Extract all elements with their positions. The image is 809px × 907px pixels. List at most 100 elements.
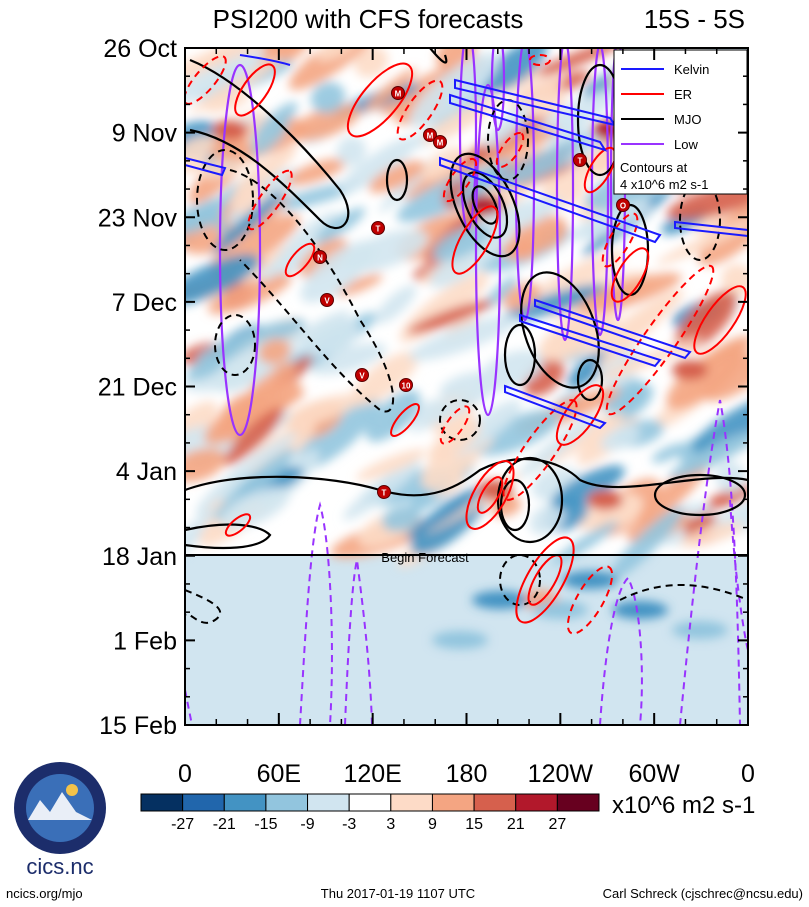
colorbar-swatch [556,793,600,812]
footer-credit: Carl Schreck (cjschrec@ncsu.edu) [603,886,803,901]
colorbar-swatch [473,793,517,812]
low-contour-dashed [344,559,373,725]
anomaly-blob [300,240,376,303]
legend: Kelvin ER MJO Low Contours at 4 x10^6 m2 s-… [613,49,748,195]
mjo-contour-dashed [196,149,254,251]
kelvin-contour [439,156,662,244]
kelvin-contour [504,384,607,430]
svg-text:M: M [437,139,444,148]
legend-label: Kelvin [674,62,709,77]
mjo-contour [385,158,409,202]
anomaly-blob [454,156,512,208]
anomaly-blob [409,51,500,128]
colorbar-swatch [390,793,433,812]
anomaly-blob [651,443,687,463]
colorbar-tick-label: 15 [465,816,483,833]
anomaly-blob [675,290,737,352]
anomaly-blob [257,250,300,282]
anomaly-blob [529,504,565,535]
mjo-contour [499,478,531,532]
er-contour-dashed [601,212,639,268]
colorbar-swatch [265,793,309,812]
anomaly-blob [310,343,387,375]
storm-marker: T [573,153,587,167]
low-contour [590,48,610,337]
er-contour-dashed [566,565,614,635]
colorbar-tick-label: 21 [507,816,525,833]
legend-label: MJO [674,112,701,127]
low-contour [514,48,536,322]
anomaly-blob [185,254,260,306]
er-contour-dashed [605,264,715,416]
anomaly-blob [185,508,219,570]
anomaly-blob [291,104,361,141]
low-contour [218,63,262,437]
y-tick-label: 26 Oct [103,35,177,63]
er-contour [515,536,575,624]
mjo-contour-dashed [439,399,481,441]
mjo-contour [185,458,748,497]
anomaly-blob [374,285,417,324]
anomaly-core [212,120,248,140]
er-contour-dashed [442,157,478,203]
storm-marker: V [320,293,334,307]
anomaly-blob [368,160,425,193]
legend-contours-line2: 4 x10^6 m2 s-1 [620,177,708,192]
kelvin-contour [449,93,608,152]
storm-marker: N [313,250,327,264]
anomaly-blob [597,338,703,381]
chart-title: PSI200 with CFS forecasts [213,4,524,34]
anomaly-blob [600,425,641,452]
low-contour-dashed [299,501,333,725]
kelvin-contour [674,220,748,238]
anomaly-blob [589,290,681,354]
er-contour-dashed [247,169,293,231]
svg-text:V: V [359,372,365,381]
er-contour [284,242,316,278]
anomaly-blob [258,338,291,365]
anomaly-blob [577,272,682,314]
colorbar-units: x10^6 m2 s-1 [612,792,755,819]
anomaly-blob [679,522,743,548]
y-tick-label: 9 Nov [112,120,178,148]
anomaly-blob [365,390,421,442]
y-tick-label: 7 Dec [112,289,177,317]
anomaly-blob [721,263,748,297]
colorbar-tick-label: -27 [171,816,194,833]
er-contour-dashed [502,399,578,501]
y-tick-label: 18 Jan [102,543,177,571]
svg-text:T: T [578,157,583,166]
storm-marker: V [355,368,369,382]
storm-marker: T [377,485,391,499]
anomaly-blob [551,465,625,509]
er-contour [610,247,650,303]
anomaly-blob [310,82,346,114]
x-tick-label: 120E [343,760,401,788]
mjo-contour-dashed [229,169,395,413]
anomaly-blob [496,133,605,188]
mjo-contour-dashed [499,554,541,606]
colorbar-tick-label: -15 [254,816,277,833]
mjo-contour [185,523,272,550]
er-contour [476,476,504,514]
storm-marker: O [616,198,630,212]
svg-text:M: M [395,90,402,99]
anomaly-blob [315,207,366,243]
storm-marker: M [391,86,405,100]
anomaly-blob [354,48,389,78]
svg-text:T: T [382,489,387,498]
svg-text:N: N [317,254,323,263]
anomaly-blob [204,380,302,445]
anomaly-blob [506,74,566,108]
colorbar: -27 -21 -15 -9 -3 3 9 15 21 27 [140,793,600,833]
svg-text:T: T [376,225,381,234]
er-contour [390,403,420,437]
colorbar-tick-label: -9 [300,816,314,833]
mjo-contour [520,271,600,389]
low-contour-dashed [185,689,193,725]
er-contour [465,460,515,530]
colorbar-swatch [182,793,225,812]
anomaly-blob [356,448,427,481]
anomaly-blob [666,342,747,410]
